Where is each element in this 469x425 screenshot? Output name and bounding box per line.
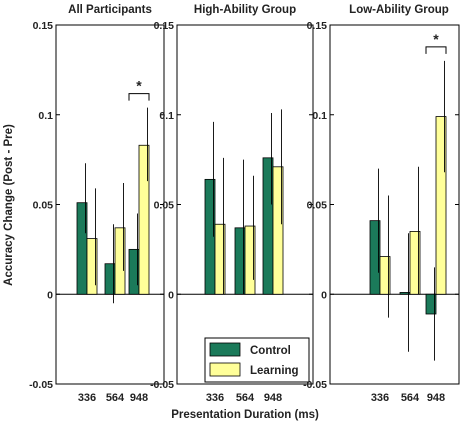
- y-tick-label: 0.05: [154, 200, 175, 212]
- y-tick-label: 0: [47, 289, 53, 301]
- legend-label-learning: Learning: [250, 365, 299, 377]
- y-tick-label: 0.15: [154, 20, 175, 32]
- bar-learning: [114, 227, 126, 295]
- y-tick-label: -0.05: [150, 379, 174, 391]
- panel-title-1: All Participants: [68, 4, 152, 16]
- x-tick-label: 336: [78, 392, 96, 404]
- legend: Control Learning: [204, 337, 310, 383]
- legend-label-control: Control: [250, 345, 291, 357]
- bar-learning: [409, 231, 421, 295]
- plot-frame: [176, 24, 314, 385]
- y-tick-label: 0.1: [312, 110, 327, 122]
- legend-swatch-control: [209, 342, 241, 357]
- y-tick-label: 0.05: [33, 200, 54, 212]
- x-tick-label: 948: [130, 392, 148, 404]
- legend-swatch-learning: [209, 362, 241, 377]
- bar-control: [425, 293, 437, 315]
- y-tick-label: 0.1: [159, 110, 174, 122]
- x-tick-label: 564: [401, 392, 420, 404]
- y-tick-label: 0.1: [38, 110, 53, 122]
- x-tick-label: 564: [106, 392, 125, 404]
- y-tick-label: 0: [321, 289, 327, 301]
- y-tick-label: 0.15: [33, 20, 54, 32]
- significance-marker: *: [136, 78, 142, 94]
- significance-bracket: [425, 46, 447, 54]
- panel-1: -0.05 0 0.05 0.1 0.15 336 564 948 *: [29, 20, 165, 404]
- bar-learning: [272, 166, 284, 295]
- y-axis-label: Accuracy Change (Post - Pre): [3, 124, 15, 286]
- panel-2: -0.05 0 0.05 0.1 0.15 336 564 948: [150, 20, 314, 404]
- y-tick-label: 0.15: [307, 20, 328, 32]
- panel-title-2: High-Ability Group: [194, 4, 296, 16]
- x-axis-label: Presentation Duration (ms): [171, 409, 319, 421]
- x-tick-label: 948: [264, 392, 282, 404]
- y-tick-label: 0.05: [307, 200, 328, 212]
- panel-titles: All Participants High-Ability Group Low-…: [68, 4, 449, 16]
- bar-learning: [244, 225, 256, 295]
- x-tick-label: 336: [371, 392, 389, 404]
- bar-learning: [214, 223, 226, 295]
- significance-bracket: [128, 93, 150, 101]
- significance-marker: *: [433, 31, 439, 47]
- bar-learning: [435, 116, 447, 295]
- bar-learning: [379, 256, 391, 295]
- panel-title-3: Low-Ability Group: [349, 4, 449, 16]
- x-tick-label: 336: [206, 392, 224, 404]
- panels: -0.05 0 0.05 0.1 0.15 336 564 948 * -0.05 0 0.05 0.1…: [29, 20, 460, 404]
- y-tick-label: 0: [168, 289, 174, 301]
- bar-learning: [86, 238, 98, 295]
- x-tick-label: 564: [236, 392, 255, 404]
- bar-learning: [138, 144, 150, 295]
- x-tick-label: 948: [427, 392, 445, 404]
- y-tick-label: -0.05: [29, 379, 53, 391]
